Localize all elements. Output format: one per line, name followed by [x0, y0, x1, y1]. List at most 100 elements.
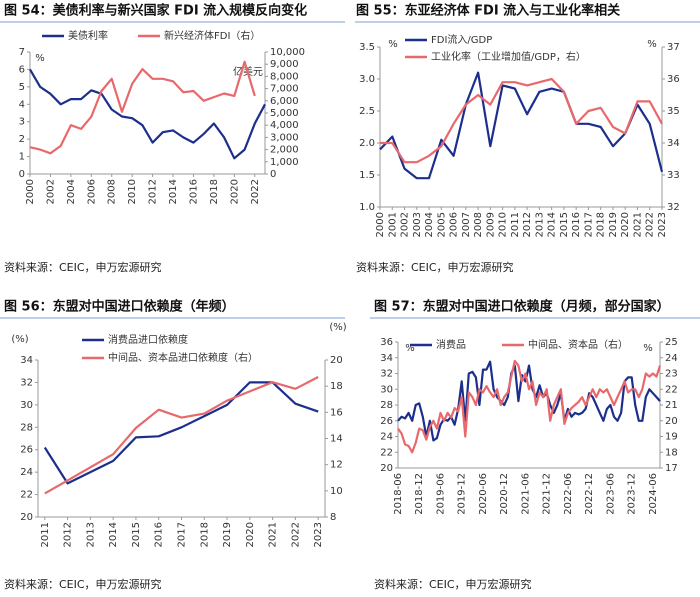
y-tick-label: 22 [20, 490, 33, 501]
x-tick-label: 2023-06 [605, 473, 616, 515]
y-tick-label: 2.0 [359, 138, 375, 149]
x-tick-label: 2023 [313, 522, 324, 547]
y-tick-label: 5 [19, 82, 25, 93]
y-tick-label: 20 [20, 512, 33, 523]
y-tick-label: 34 [380, 353, 393, 364]
y2-tick-label: 1,000 [270, 157, 299, 168]
source: 资料来源：CEIC，申万宏源研究 [4, 260, 162, 274]
y2-tick-label: 20 [330, 355, 343, 366]
y2-tick-label: 18 [665, 447, 678, 458]
legend-label: 工业化率（工业增加值/GDP，右） [431, 50, 586, 63]
legend-label: 美债利率 [68, 29, 108, 42]
y2-tick-label: 8 [330, 512, 336, 523]
x-tick-label: 2005 [436, 212, 447, 237]
x-tick-label: 2003 [412, 212, 423, 237]
x-tick-label: 2022-06 [563, 473, 574, 515]
y2-tick-label: 4,000 [270, 120, 299, 131]
x-tick-label: 2002 [400, 212, 411, 237]
x-tick-label: 2022 [645, 212, 656, 237]
y2-tick-label: 36 [667, 74, 680, 85]
y-tick-label: 6 [19, 64, 25, 75]
y2-tick-label: 0 [270, 169, 276, 180]
x-tick-label: 2022 [290, 522, 301, 547]
y2-tick-label: 33 [667, 170, 680, 181]
y2-tick-label: 19 [665, 432, 678, 443]
legend-label: 新兴经济体FDI（右） [164, 29, 260, 42]
x-tick-label: 2016 [188, 179, 199, 204]
x-tick-label: 2021-12 [542, 473, 553, 515]
y2-tick-label: 10,000 [270, 47, 305, 58]
y-unit: % [388, 39, 398, 50]
y-unit: % [35, 53, 45, 64]
legend-label: 中间品、资本品进口依赖度（右） [108, 351, 258, 364]
y2-tick-label: 24 [665, 353, 678, 364]
x-tick-label: 2006 [86, 179, 97, 204]
x-tick-label: 2020 [245, 522, 256, 547]
y-tick-label: 32 [380, 369, 393, 380]
x-tick-label: 2021 [268, 522, 279, 547]
x-tick-label: 2012 [63, 522, 74, 547]
x-tick-label: 2014 [168, 179, 179, 204]
x-tick-label: 2012 [522, 212, 533, 237]
x-tick-label: 2019 [608, 212, 619, 237]
source: 资料来源：CEIC，申万宏源研究 [374, 577, 532, 591]
y-tick-label: 24 [380, 432, 393, 443]
y2-tick-label: 22 [665, 384, 678, 395]
y2-tick-label: 8,000 [270, 71, 299, 82]
x-tick-label: 2011 [510, 212, 521, 237]
y-tick-label: 3 [19, 117, 25, 128]
y2-tick-label: 23 [665, 369, 678, 380]
y2-tick-label: 10 [330, 486, 343, 497]
y2-tick-label: 3,000 [270, 132, 299, 143]
y2-tick-label: 32 [667, 202, 680, 213]
y2-tick-label: 6,000 [270, 96, 299, 107]
x-tick-label: 2013 [85, 522, 96, 547]
x-tick-label: 2018-12 [414, 473, 425, 515]
series-line [379, 71, 664, 180]
y2-tick-label: 34 [667, 138, 680, 149]
series-line [397, 360, 661, 442]
x-tick-label: 2014 [108, 522, 119, 547]
y-tick-label: 26 [380, 416, 393, 427]
y-tick-label: 28 [20, 422, 33, 433]
series-line [44, 376, 319, 495]
y2-tick-label: 18 [330, 381, 343, 392]
x-tick-label: 2008 [473, 212, 484, 237]
series-line [43, 381, 319, 485]
x-tick-label: 2008 [107, 179, 118, 204]
y-tick-label: 32 [20, 377, 33, 388]
y-tick-label: 7 [19, 47, 25, 58]
y-tick-label: 34 [20, 355, 33, 366]
x-tick-label: 2000 [25, 179, 36, 204]
x-tick-label: 2016 [154, 522, 165, 547]
y-tick-label: 3.0 [359, 74, 375, 85]
y-tick-label: 1.5 [359, 170, 375, 181]
x-tick-label: 2018 [596, 212, 607, 237]
x-tick-label: 2017 [583, 212, 594, 237]
x-tick-label: 2019 [222, 522, 233, 547]
x-tick-label: 2020-06 [478, 473, 489, 515]
y2-tick-label: 25 [665, 337, 678, 348]
x-tick-label: 2014 [547, 212, 558, 237]
y2-tick-label: 7,000 [270, 84, 299, 95]
y-tick-label: 28 [380, 400, 393, 411]
x-tick-label: 2016 [571, 212, 582, 237]
x-tick-label: 2020 [620, 212, 631, 237]
chart-title: 图 56：东盟对中国进口依赖度（年频） [4, 299, 235, 315]
y2-unit: % [647, 39, 657, 50]
x-tick-label: 2018-06 [393, 473, 404, 515]
y-unit: % [405, 343, 415, 354]
y-tick-label: 1 [19, 152, 25, 163]
x-tick-label: 2002 [45, 179, 56, 204]
y2-tick-label: 20 [665, 416, 678, 427]
x-tick-label: 2017 [177, 522, 188, 547]
y-tick-label: 2.5 [359, 106, 375, 117]
x-tick-label: 2020 [229, 179, 240, 204]
y2-tick-label: 35 [667, 106, 680, 117]
x-tick-label: 2018 [209, 179, 220, 204]
y-tick-label: 36 [380, 337, 393, 348]
legend-label: 中间品、资本品（右） [528, 338, 628, 351]
x-tick-label: 2023-12 [627, 473, 638, 515]
x-tick-label: 2000 [375, 212, 386, 237]
x-tick-label: 2004 [66, 179, 77, 204]
